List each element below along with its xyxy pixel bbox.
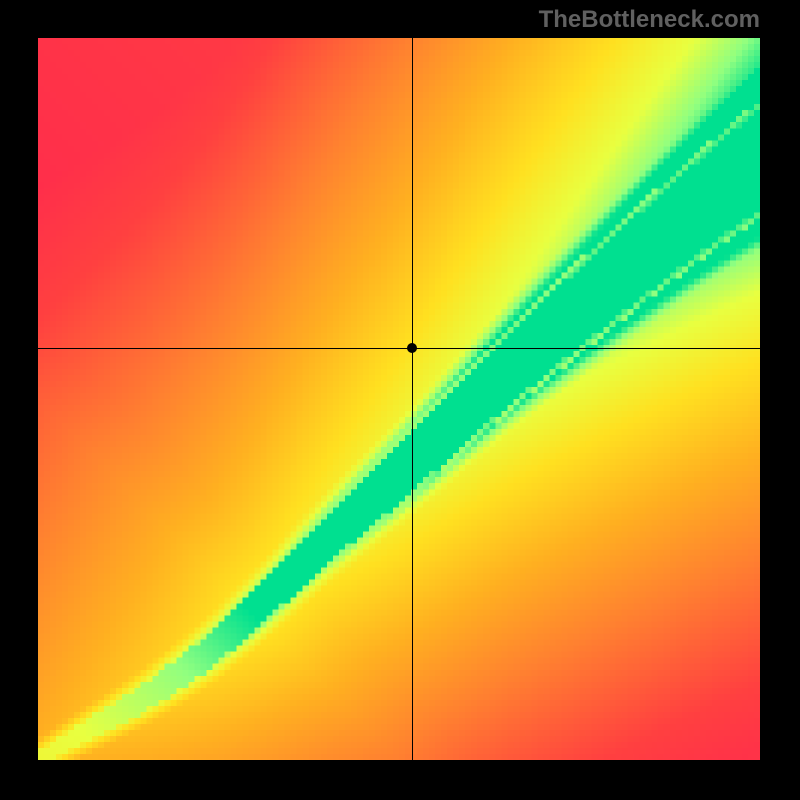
heatmap-plot-area [38,38,760,760]
crosshair-vertical [412,38,413,760]
analysis-dot [407,343,417,353]
watermark-text: TheBottleneck.com [539,6,760,34]
heatmap-canvas [38,38,760,760]
crosshair-horizontal [38,348,760,349]
